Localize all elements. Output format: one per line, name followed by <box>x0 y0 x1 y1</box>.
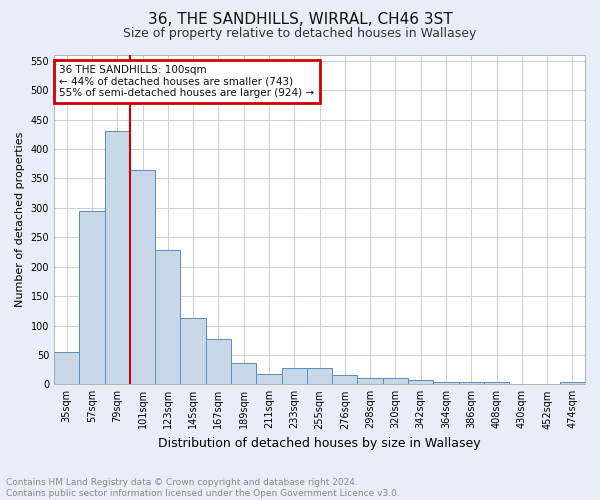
Bar <box>484 382 509 384</box>
Bar <box>307 368 332 384</box>
Bar <box>433 382 458 384</box>
Text: 36, THE SANDHILLS, WIRRAL, CH46 3ST: 36, THE SANDHILLS, WIRRAL, CH46 3ST <box>148 12 452 28</box>
Bar <box>358 378 383 384</box>
Bar <box>130 170 155 384</box>
Bar <box>104 132 130 384</box>
Text: 36 THE SANDHILLS: 100sqm
← 44% of detached houses are smaller (743)
55% of semi-: 36 THE SANDHILLS: 100sqm ← 44% of detach… <box>59 65 314 98</box>
Bar <box>54 352 79 384</box>
Bar <box>79 211 104 384</box>
Bar <box>332 375 358 384</box>
Bar <box>231 362 256 384</box>
Bar <box>181 318 206 384</box>
X-axis label: Distribution of detached houses by size in Wallasey: Distribution of detached houses by size … <box>158 437 481 450</box>
Bar <box>206 339 231 384</box>
Y-axis label: Number of detached properties: Number of detached properties <box>15 132 25 308</box>
Text: Contains HM Land Registry data © Crown copyright and database right 2024.
Contai: Contains HM Land Registry data © Crown c… <box>6 478 400 498</box>
Bar <box>560 382 585 384</box>
Bar <box>256 374 281 384</box>
Bar <box>155 250 181 384</box>
Bar <box>383 378 408 384</box>
Bar <box>408 380 433 384</box>
Text: Size of property relative to detached houses in Wallasey: Size of property relative to detached ho… <box>124 28 476 40</box>
Bar <box>458 382 484 384</box>
Bar <box>281 368 307 384</box>
